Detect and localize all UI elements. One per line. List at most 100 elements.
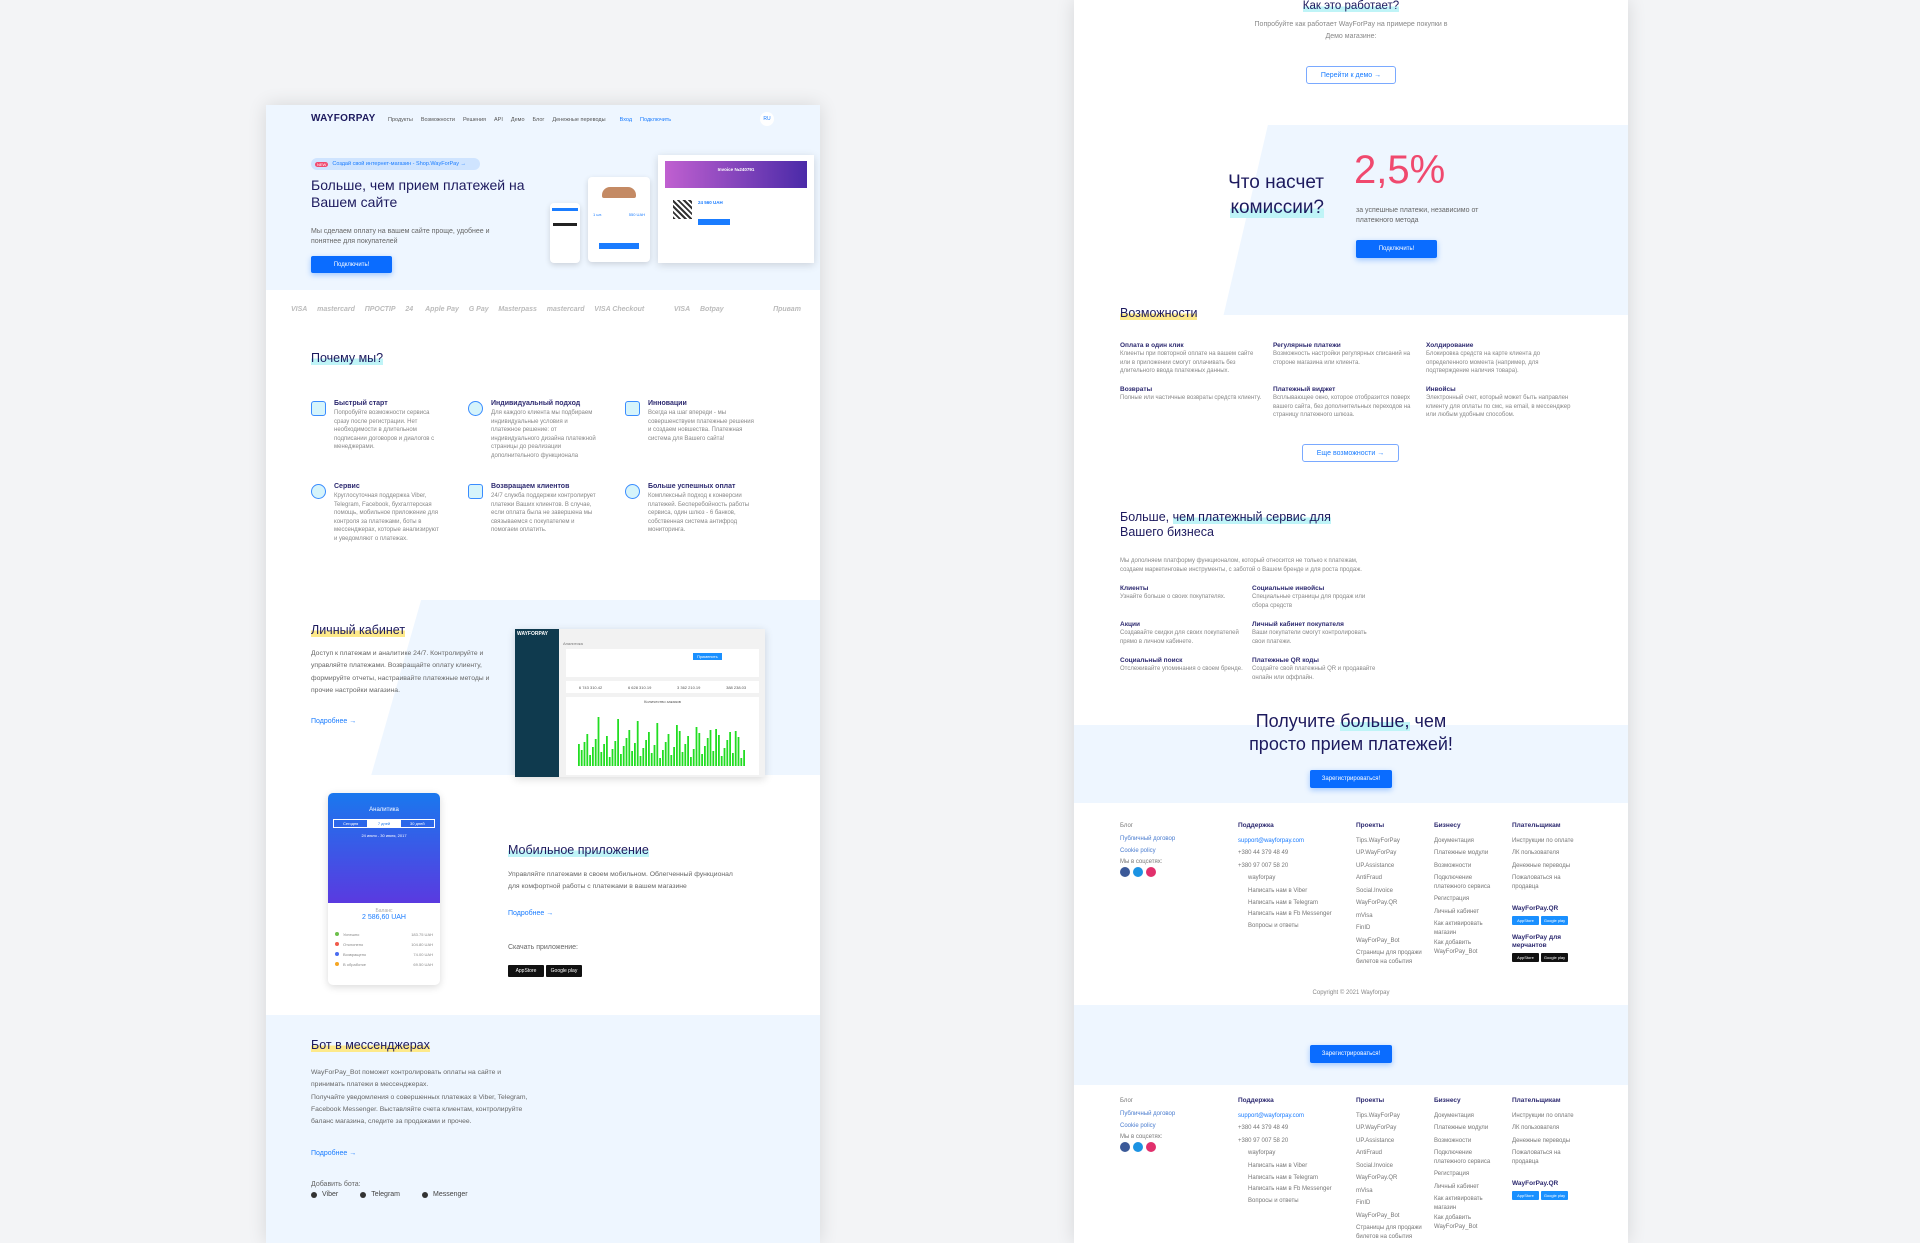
- bot-link-messenger[interactable]: Messenger: [422, 1191, 468, 1198]
- fee-connect-button[interactable]: Подключить!: [1356, 240, 1437, 258]
- phone-tab[interactable]: 7 дней: [367, 820, 401, 827]
- footer-link[interactable]: mVisa: [1356, 1187, 1373, 1194]
- footer-link[interactable]: Пожаловаться на продавца: [1512, 1150, 1561, 1165]
- footer-link[interactable]: Личный кабинет: [1434, 1183, 1480, 1190]
- footer-link[interactable]: Инструкции по оплате: [1512, 837, 1574, 844]
- nav-item[interactable]: Продукты: [388, 117, 413, 123]
- footer-link[interactable]: Как активировать магазин: [1434, 921, 1483, 936]
- logo[interactable]: WAYFORPAY: [311, 113, 376, 124]
- footer-link[interactable]: wayforpay: [1248, 875, 1276, 881]
- footer-link[interactable]: +380 97 007 58 20: [1238, 862, 1289, 869]
- footer-link[interactable]: UP.WayForPay: [1356, 850, 1397, 856]
- footer-link[interactable]: UP.Assistance: [1356, 862, 1395, 869]
- footer-link[interactable]: Как активировать магазин: [1434, 1196, 1483, 1211]
- cabinet-more-link[interactable]: Подробнее →: [311, 718, 357, 725]
- footer-link[interactable]: Tips.WayForPay: [1356, 837, 1400, 844]
- footer-link[interactable]: WayForPay.QR: [1356, 900, 1398, 906]
- footer-link[interactable]: UP.Assistance: [1356, 1137, 1395, 1144]
- nav-item[interactable]: Денежные переводы: [552, 117, 606, 123]
- footer-link[interactable]: ЛК пользователя: [1512, 1125, 1560, 1131]
- footer-link[interactable]: Вопросы и ответы: [1248, 923, 1299, 929]
- footer-link[interactable]: Как добавить WayForPay_Bot: [1434, 940, 1478, 955]
- nav-item[interactable]: Решения: [462, 117, 486, 123]
- footer-link[interactable]: mVisa: [1356, 912, 1373, 919]
- register-button-2[interactable]: Зарегистрироваться!: [1310, 1045, 1392, 1063]
- footer-link[interactable]: Документация: [1434, 837, 1474, 844]
- instagram-icon[interactable]: [1146, 866, 1156, 877]
- footer-link[interactable]: WayForPay_Bot: [1356, 1212, 1400, 1219]
- footer-link[interactable]: Документация: [1434, 1112, 1474, 1119]
- footer-link[interactable]: Написать нам в Viber: [1248, 1162, 1308, 1169]
- nav-item[interactable]: Возможности: [420, 117, 455, 123]
- footer-link[interactable]: Написать нам в Telegram: [1248, 1175, 1318, 1181]
- footer-link[interactable]: Написать нам в Telegram: [1248, 900, 1318, 906]
- footer-link[interactable]: UP.WayForPay: [1356, 1125, 1397, 1131]
- bot-more-link[interactable]: Подробнее →: [311, 1150, 357, 1157]
- footer-link[interactable]: Инструкции по оплате: [1512, 1112, 1574, 1119]
- phone-tab[interactable]: Сегодня: [342, 821, 359, 826]
- facebook-icon[interactable]: [1120, 1141, 1130, 1152]
- telegram-icon[interactable]: [1133, 866, 1143, 877]
- phone-tab[interactable]: 30 дней: [410, 821, 425, 826]
- footer-link[interactable]: support@wayforpay.com: [1238, 1112, 1305, 1119]
- lang-switch[interactable]: RU: [760, 112, 774, 126]
- footer-link[interactable]: Возможности: [1434, 1137, 1472, 1144]
- footer-link[interactable]: Пожаловаться на продавца: [1512, 875, 1561, 890]
- hero-connect-button[interactable]: Подключить!: [311, 256, 392, 273]
- nav-item[interactable]: Демо: [510, 117, 525, 123]
- connect-link[interactable]: Подключить: [640, 117, 672, 123]
- footer-link[interactable]: Платежные модули: [1434, 1125, 1489, 1131]
- instagram-icon[interactable]: [1146, 1141, 1156, 1152]
- footer-link[interactable]: wayforpay: [1248, 1150, 1276, 1156]
- footer-link[interactable]: Страницы для продажи билетов на события: [1356, 950, 1422, 965]
- footer-link[interactable]: Написать нам в Fb Messenger: [1248, 910, 1332, 917]
- footer-link[interactable]: Публичный договор: [1120, 1110, 1176, 1117]
- footer-link[interactable]: ЛК пользователя: [1512, 850, 1560, 856]
- footer-link[interactable]: Подключение платежного сервиса: [1434, 875, 1491, 890]
- mobile-more-link[interactable]: Подробнее →: [508, 910, 554, 917]
- footer-link[interactable]: WayForPay.QR: [1356, 1175, 1398, 1181]
- footer-link[interactable]: Регистрация: [1434, 896, 1470, 902]
- footer-link[interactable]: Social.Invoice: [1356, 887, 1394, 894]
- footer-link[interactable]: Страницы для продажи билетов на события: [1356, 1225, 1422, 1240]
- footer-link[interactable]: Как добавить WayForPay_Bot: [1434, 1215, 1478, 1230]
- googleplay-badge[interactable]: Google play: [546, 965, 582, 977]
- shop-promo-pill[interactable]: NEW Создай свой интернет-магазин - Shop.…: [311, 158, 480, 170]
- nav-item[interactable]: Блог: [532, 117, 545, 123]
- footer-link[interactable]: Личный кабинет: [1434, 908, 1480, 915]
- footer-link[interactable]: Публичный договор: [1120, 835, 1176, 842]
- footer-link[interactable]: FinID: [1356, 1200, 1371, 1206]
- googleplay-badge[interactable]: Google play: [1541, 916, 1568, 925]
- footer-link[interactable]: Регистрация: [1434, 1171, 1470, 1177]
- register-button[interactable]: Зарегистрироваться!: [1310, 770, 1392, 788]
- facebook-icon[interactable]: [1120, 866, 1130, 877]
- footer-link[interactable]: +380 97 007 58 20: [1238, 1137, 1289, 1144]
- footer-link[interactable]: AntiFraud: [1356, 1150, 1383, 1156]
- appstore-badge[interactable]: AppStore: [1512, 916, 1539, 925]
- footer-link[interactable]: WayForPay_Bot: [1356, 937, 1400, 944]
- bot-link-telegram[interactable]: Telegram: [360, 1191, 400, 1198]
- demo-button[interactable]: Перейти к демо →: [1306, 66, 1396, 84]
- googleplay-badge[interactable]: Google play: [1541, 952, 1568, 962]
- footer-link[interactable]: Возможности: [1434, 862, 1472, 869]
- footer-link[interactable]: Cookie policy: [1120, 848, 1156, 854]
- footer-link[interactable]: FinID: [1356, 925, 1371, 931]
- appstore-badge[interactable]: AppStore: [1512, 1191, 1539, 1200]
- footer-link[interactable]: Денежные переводы: [1512, 862, 1571, 869]
- footer-link[interactable]: Написать нам в Viber: [1248, 887, 1308, 894]
- footer-link[interactable]: Cookie policy: [1120, 1123, 1156, 1129]
- footer-link[interactable]: Social.Invoice: [1356, 1162, 1394, 1169]
- more-features-button[interactable]: Еще возможности →: [1302, 444, 1399, 462]
- telegram-icon[interactable]: [1133, 1141, 1143, 1152]
- footer-link[interactable]: Подключение платежного сервиса: [1434, 1150, 1491, 1165]
- appstore-badge[interactable]: AppStore: [508, 965, 544, 977]
- login-link[interactable]: Вход: [619, 117, 633, 123]
- footer-link[interactable]: Написать нам в Fb Messenger: [1248, 1185, 1332, 1192]
- footer-link[interactable]: Платежные модули: [1434, 850, 1489, 856]
- footer-link[interactable]: support@wayforpay.com: [1238, 837, 1305, 844]
- footer-link[interactable]: Вопросы и ответы: [1248, 1198, 1299, 1204]
- nav-item[interactable]: API: [494, 117, 503, 123]
- footer-link[interactable]: +380 44 379 48 49: [1238, 850, 1289, 856]
- footer-link[interactable]: Tips.WayForPay: [1356, 1112, 1400, 1119]
- dashboard-apply-button[interactable]: Применить: [693, 653, 722, 660]
